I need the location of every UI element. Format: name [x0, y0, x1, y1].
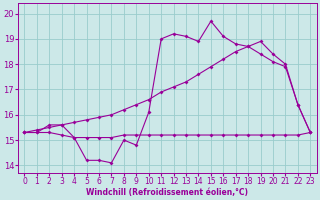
X-axis label: Windchill (Refroidissement éolien,°C): Windchill (Refroidissement éolien,°C): [86, 188, 248, 197]
